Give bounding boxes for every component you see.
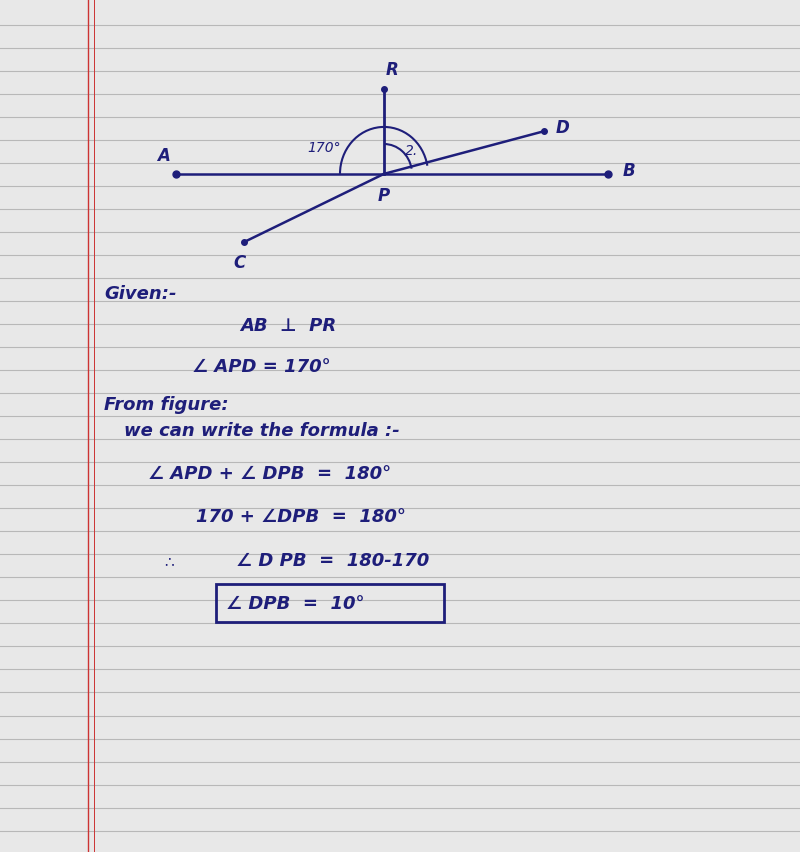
Text: ∠ D PB  =  180-170: ∠ D PB = 180-170 <box>236 551 430 570</box>
Text: ∠ APD = 170°: ∠ APD = 170° <box>192 357 330 376</box>
Text: D: D <box>556 118 570 137</box>
Text: C: C <box>234 254 246 272</box>
Text: 2.: 2. <box>406 144 418 158</box>
Text: 170°: 170° <box>307 141 341 154</box>
Text: B: B <box>622 162 635 181</box>
Text: AB  ⊥  PR: AB ⊥ PR <box>240 316 336 335</box>
Text: 170 + ∠DPB  =  180°: 170 + ∠DPB = 180° <box>196 507 406 526</box>
Text: A: A <box>158 147 170 164</box>
Text: we can write the formula :-: we can write the formula :- <box>124 421 400 440</box>
Text: ∠ APD + ∠ DPB  =  180°: ∠ APD + ∠ DPB = 180° <box>148 464 391 483</box>
Text: Given:-: Given:- <box>104 285 177 303</box>
Text: R: R <box>386 61 398 79</box>
Text: From figure:: From figure: <box>104 395 229 414</box>
Text: P: P <box>378 187 390 204</box>
Text: ∴: ∴ <box>164 553 174 568</box>
Text: ∠ DPB  =  10°: ∠ DPB = 10° <box>226 594 364 613</box>
